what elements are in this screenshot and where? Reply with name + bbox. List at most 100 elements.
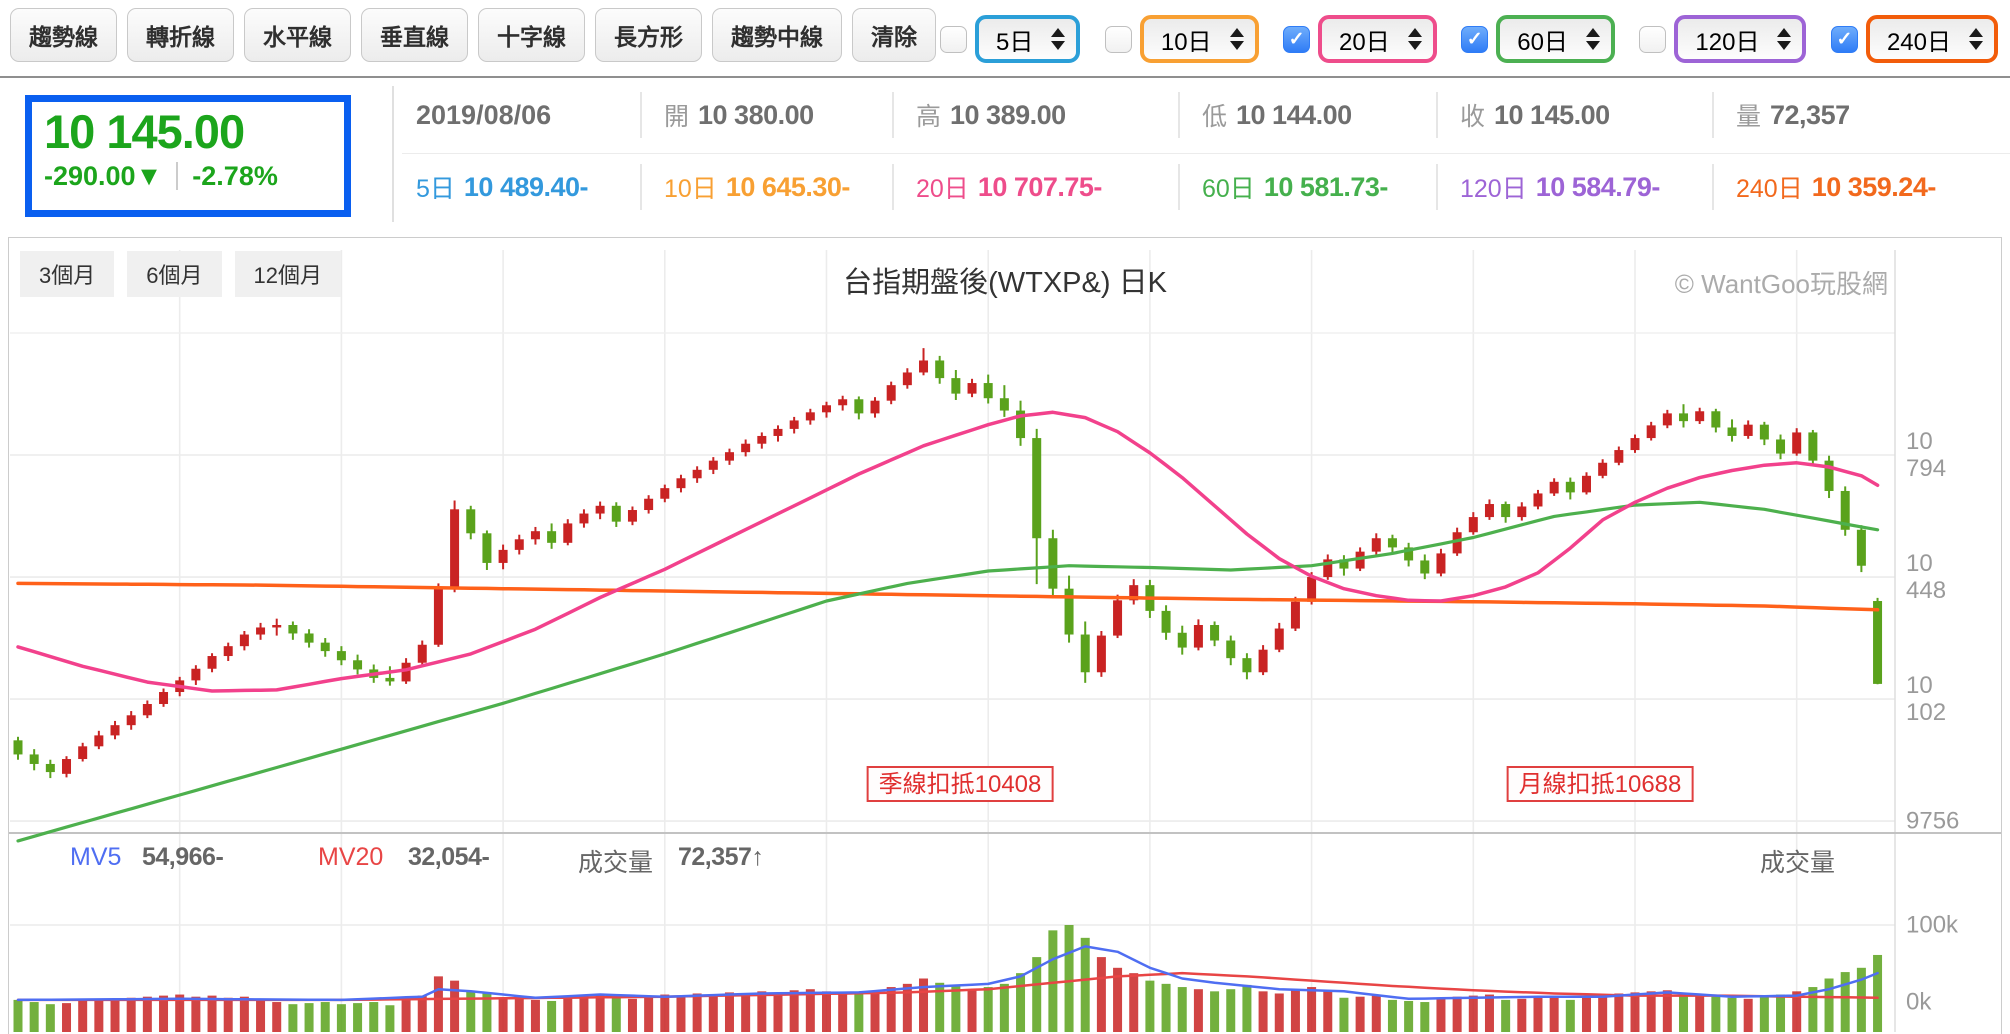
candle-body xyxy=(1129,585,1139,601)
volume-bar xyxy=(1581,996,1591,1032)
volume-bar xyxy=(1129,973,1139,1032)
draw-tool-button-3[interactable]: 水平線 xyxy=(244,8,351,62)
price-change: -290.00▼ xyxy=(44,160,163,191)
candle-body xyxy=(692,469,702,479)
candle-body xyxy=(1371,538,1381,552)
candle-body xyxy=(1307,577,1317,602)
ma-period-select-5日[interactable]: 5日 xyxy=(975,15,1081,63)
volume-bar xyxy=(288,1004,298,1032)
quote-date-cell: 2019/08/06 xyxy=(402,92,640,138)
candle-body xyxy=(1177,632,1187,648)
ma-checkbox-10日[interactable] xyxy=(1104,25,1132,53)
volume-bar xyxy=(1210,991,1220,1032)
volume-bar xyxy=(1727,997,1737,1032)
period-button-12個月[interactable]: 12個月 xyxy=(234,251,341,297)
volume-bar xyxy=(450,980,460,1032)
volume-bar xyxy=(78,1000,88,1032)
candle-body xyxy=(822,405,831,413)
candle-body xyxy=(320,642,330,652)
candle-body xyxy=(1113,600,1123,636)
draw-tool-button-4[interactable]: 垂直線 xyxy=(361,8,468,62)
volume-bar xyxy=(547,1000,557,1032)
period-buttons: 3個月 6個月 12個月 xyxy=(20,251,341,297)
candle-body xyxy=(1598,462,1608,476)
ma-period-select-10日[interactable]: 10日 xyxy=(1139,15,1259,63)
ma-period-select-120日[interactable]: 120日 xyxy=(1674,15,1807,63)
ma-period-select-240日[interactable]: 240日 xyxy=(1865,15,1998,63)
candle-body xyxy=(838,399,848,406)
volume-bar xyxy=(272,1002,282,1032)
period-button-6個月[interactable]: 6個月 xyxy=(127,251,222,297)
candle-body xyxy=(757,435,767,444)
draw-tool-button-7[interactable]: 趨勢中線 xyxy=(712,8,842,62)
candle-body xyxy=(1646,425,1656,439)
volume-bar xyxy=(1048,930,1058,1032)
volume-bar xyxy=(336,1004,346,1032)
volume-bar xyxy=(789,990,799,1032)
ma-period-select-60日[interactable]: 60日 xyxy=(1496,15,1615,63)
ma-value: 10 581.73- xyxy=(1263,171,1389,202)
candle-body xyxy=(1565,481,1575,493)
candle-body xyxy=(1048,538,1058,589)
volume-bar xyxy=(1420,1002,1430,1032)
volume-bar xyxy=(1452,996,1462,1032)
candle-body xyxy=(1355,551,1365,569)
volume-bar xyxy=(1743,998,1753,1032)
ma-checkbox-20日[interactable]: ✓ xyxy=(1283,25,1311,53)
ohlc-cell-高: 高 10 389.00 xyxy=(892,92,1178,138)
ohlc-cell-開: 開 10 380.00 xyxy=(640,92,892,138)
volume-bar xyxy=(1856,967,1866,1032)
volume-bar xyxy=(870,991,880,1032)
ma-checkbox-240日[interactable]: ✓ xyxy=(1830,25,1858,53)
volume-bar xyxy=(29,1002,39,1032)
volume-bar xyxy=(466,991,476,1032)
candle-body xyxy=(1484,504,1494,518)
candle-body xyxy=(110,725,120,736)
volume-bar xyxy=(1274,993,1284,1032)
volume-bar xyxy=(110,999,120,1032)
annotation-quarterly-ma-deduction: 季線扣抵10408 xyxy=(866,766,1054,802)
candle-body xyxy=(1436,553,1446,574)
draw-tool-button-6[interactable]: 長方形 xyxy=(595,8,702,62)
candle-body xyxy=(530,531,540,540)
draw-tool-button-1[interactable]: 趨勢線 xyxy=(10,8,117,62)
volume-bar xyxy=(1177,987,1187,1032)
draw-tool-button-5[interactable]: 十字線 xyxy=(478,8,585,62)
candle-body xyxy=(94,735,104,747)
ma-select-value: 10日 xyxy=(1160,28,1212,56)
volume-bar xyxy=(417,995,427,1032)
volume-bar xyxy=(1679,994,1689,1032)
mv20-label: MV20 xyxy=(318,843,384,871)
volume-bar xyxy=(1404,1000,1414,1032)
draw-tool-button-2[interactable]: 轉折線 xyxy=(127,8,234,62)
volume-bar xyxy=(1436,998,1446,1032)
arrow-up-icon xyxy=(1585,28,1600,37)
candle-body xyxy=(870,400,880,414)
volume-bar xyxy=(1307,987,1317,1032)
quote-info-rows: 2019/08/06 開 10 380.00 高 10 389.00 低 10 144.00… xyxy=(402,79,2010,229)
candle-body xyxy=(1856,529,1866,566)
candle-body xyxy=(191,668,201,681)
volume-bar xyxy=(919,978,929,1032)
candle-body xyxy=(417,644,427,663)
clear-button[interactable]: 清除 xyxy=(852,8,936,62)
volume-bar xyxy=(1533,996,1543,1032)
candle-body xyxy=(854,399,864,414)
ma-period-select-20日[interactable]: 20日 xyxy=(1318,15,1437,63)
ma-value-cell-10日: 10日 10 645.30- xyxy=(640,164,892,210)
candle-body xyxy=(1161,610,1171,633)
ma-checkbox-120日[interactable] xyxy=(1639,25,1667,53)
drawing-tool-buttons: 趨勢線 轉折線 水平線 垂直線 十字線 長方形 趨勢中線 清除 xyxy=(10,8,936,62)
candle-body xyxy=(741,443,751,453)
period-button-3個月[interactable]: 3個月 xyxy=(20,251,115,297)
divider xyxy=(176,162,179,191)
ma-checkbox-5日[interactable] xyxy=(940,25,967,53)
candle-body xyxy=(353,660,363,670)
ma-select-group: 10日 xyxy=(1104,15,1259,63)
select-arrows-icon xyxy=(1407,28,1422,50)
volume-bar xyxy=(773,993,783,1032)
candle-body xyxy=(789,420,799,429)
volume-bar xyxy=(983,987,993,1032)
ma-checkbox-60日[interactable]: ✓ xyxy=(1461,25,1489,53)
